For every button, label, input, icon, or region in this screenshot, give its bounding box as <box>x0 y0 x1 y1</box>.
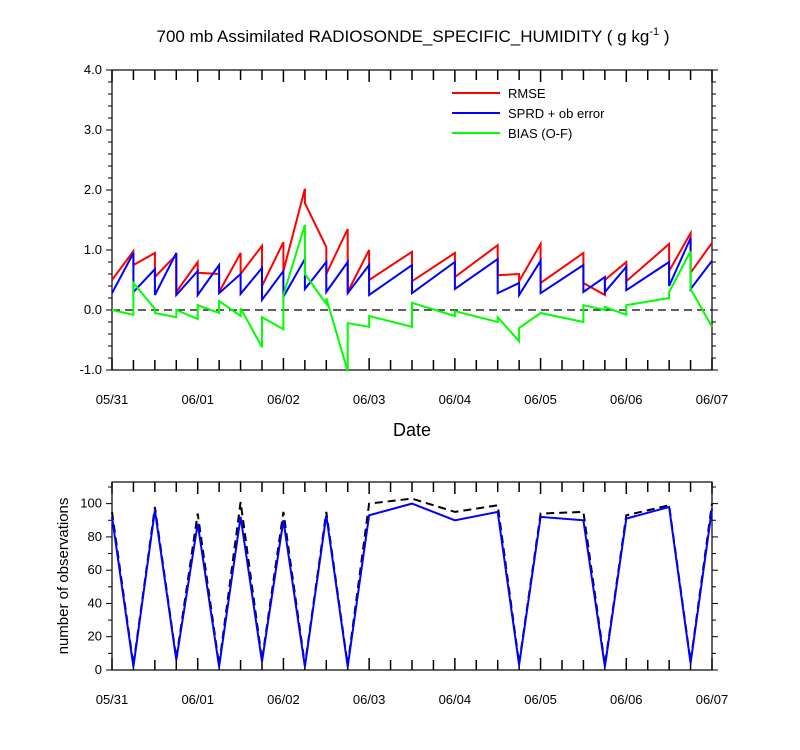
legend-label: BIAS (O-F) <box>508 126 572 141</box>
chart-title: 700 mb Assimilated RADIOSONDE_SPECIFIC_H… <box>157 26 670 46</box>
title-main: 700 mb Assimilated RADIOSONDE_SPECIFIC_H… <box>157 27 650 46</box>
bottom-x-tick-label: 06/02 <box>267 692 300 707</box>
bottom-x-tick-label: 06/06 <box>610 692 643 707</box>
top-series-bias-o-f <box>111 224 713 372</box>
title-superscript: -1 <box>649 26 659 38</box>
top-x-tick-label: 06/06 <box>610 392 643 407</box>
bottom-x-tick-label: 06/05 <box>524 692 557 707</box>
bottom-chart: 05/31 06/01 06/02 06/03 06/04 06/05 06/06 06/07… <box>55 481 728 707</box>
top-chart: 05/31 06/01 06/02 06/03 06/04 06/05 06/06 06/07… <box>80 62 729 440</box>
bottom-y-tick-label: 40 <box>88 595 102 610</box>
top-x-tick-label: 06/07 <box>696 392 729 407</box>
top-y-tick-label: 2.0 <box>84 182 102 197</box>
legend: RMSE SPRD + ob error BIAS (O-F) <box>452 86 605 141</box>
bottom-series-group <box>111 497 713 667</box>
top-x-tick-label: 05/31 <box>96 392 129 407</box>
top-x-tick-label: 06/01 <box>181 392 214 407</box>
bottom-x-tick-label: 06/03 <box>353 692 386 707</box>
bottom-y-tick-label: 100 <box>80 496 102 511</box>
top-tick-labels: 05/31 06/01 06/02 06/03 06/04 06/05 06/06 06/07… <box>80 62 729 407</box>
top-series-sprd-ob-error <box>111 237 713 303</box>
bottom-tick-labels: 05/31 06/01 06/02 06/03 06/04 06/05 06/06 06/07… <box>80 496 728 707</box>
bottom-y-tick-label: 20 <box>88 629 102 644</box>
top-y-tick-label: -1.0 <box>80 362 102 377</box>
top-x-tick-label: 06/04 <box>439 392 472 407</box>
bottom-series-observations-possible <box>111 497 713 666</box>
top-series-group <box>111 188 713 372</box>
top-y-tick-label: 3.0 <box>84 122 102 137</box>
bottom-ticks <box>106 482 718 671</box>
title-close: ) <box>659 27 669 46</box>
legend-label: SPRD + ob error <box>508 106 605 121</box>
bottom-y-tick-label: 60 <box>88 562 102 577</box>
bottom-x-tick-label: 06/01 <box>181 692 214 707</box>
top-ticks <box>106 69 718 371</box>
top-y-tick-label: 1.0 <box>84 242 102 257</box>
bottom-x-tick-label: 06/04 <box>439 692 472 707</box>
top-x-axis-label: Date <box>393 420 431 440</box>
bottom-x-tick-label: 06/07 <box>696 692 729 707</box>
top-y-tick-label: 0.0 <box>84 302 102 317</box>
top-y-tick-label: 4.0 <box>84 62 102 77</box>
bottom-y-axis-label: number of observations <box>55 498 72 655</box>
top-x-tick-label: 06/03 <box>353 392 386 407</box>
bottom-plot-frame <box>111 481 713 671</box>
bottom-y-tick-label: 0 <box>95 662 102 677</box>
top-x-tick-label: 06/05 <box>524 392 557 407</box>
top-x-tick-label: 06/02 <box>267 392 300 407</box>
bottom-x-tick-label: 05/31 <box>96 692 129 707</box>
bottom-y-tick-label: 80 <box>88 529 102 544</box>
legend-label: RMSE <box>508 86 546 101</box>
bottom-series-observations-used <box>111 502 713 667</box>
